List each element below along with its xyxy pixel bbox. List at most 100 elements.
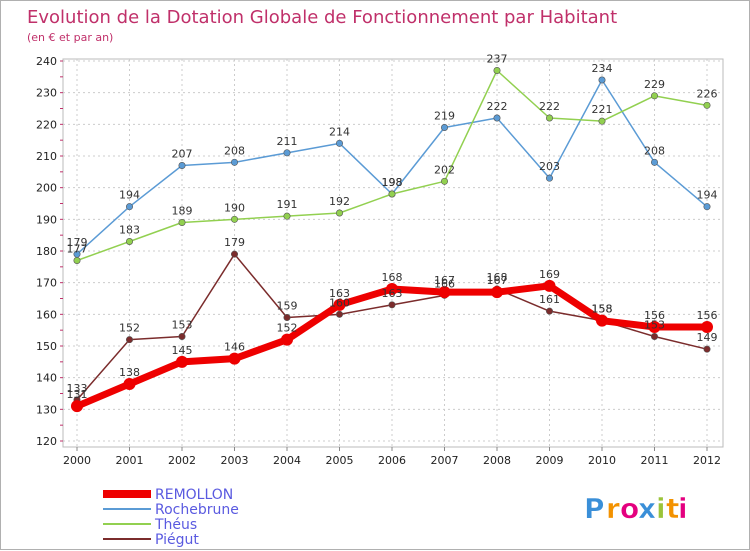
y-tick-label: 240: [36, 55, 57, 68]
label-layer: 179 194 207 208 211 214 198 219 222 203 234 208 194 1…: [67, 53, 718, 402]
data-point-remollon: [648, 321, 661, 333]
data-point-théus: [73, 256, 81, 264]
data-label-piégut: 133: [67, 382, 88, 395]
y-tick-label: 170: [36, 277, 57, 290]
data-label-piégut: 160: [329, 296, 350, 309]
data-label-piégut: 166: [434, 277, 455, 290]
data-point-théus: [545, 114, 553, 122]
series-layer: [71, 67, 713, 413]
data-label-rochebrune: 222: [487, 100, 508, 113]
plot-area: [62, 58, 724, 448]
data-label-théus: 226: [697, 87, 718, 100]
legend-label-théus: Théus: [154, 517, 197, 533]
data-point-théus: [178, 219, 186, 227]
x-tick-label: 2000: [63, 454, 91, 467]
data-label-théus: 183: [119, 224, 140, 237]
brand-letter: i: [678, 492, 688, 525]
x-tick-label: 2001: [116, 454, 144, 467]
data-point-piégut: [231, 250, 239, 258]
legend-label-remollon: REMOLLON: [155, 487, 233, 503]
data-point-théus: [335, 209, 343, 217]
data-point-rochebrune: [545, 174, 553, 182]
x-tick-label: 2009: [536, 454, 564, 467]
data-point-remollon: [491, 286, 503, 299]
x-tick-label: 2010: [588, 454, 616, 467]
data-point-remollon: [386, 283, 398, 295]
data-label-théus: 222: [539, 100, 560, 113]
x-tick-label: 2008: [483, 454, 511, 467]
data-label-théus: 229: [644, 78, 665, 91]
data-point-remollon: [438, 286, 451, 299]
data-point-théus: [440, 177, 448, 185]
data-point-rochebrune: [231, 158, 239, 166]
brand-letter: r: [606, 492, 620, 525]
data-point-rochebrune: [650, 158, 658, 166]
x-tick-label: 2011: [641, 454, 669, 467]
grid-layer: [63, 59, 723, 447]
brand-letter: o: [620, 492, 639, 525]
data-label-remollon: 156: [697, 309, 718, 322]
data-label-remollon: 152: [277, 322, 298, 335]
data-point-rochebrune: [440, 124, 448, 132]
y-tick-label: 160: [36, 308, 57, 321]
data-point-théus: [598, 117, 606, 125]
data-point-théus: [126, 238, 134, 246]
data-point-rochebrune: [493, 114, 501, 122]
data-label-remollon: 138: [119, 366, 140, 379]
data-point-remollon: [176, 355, 188, 368]
data-label-rochebrune: 211: [277, 135, 298, 148]
data-point-théus: [231, 215, 239, 223]
data-label-remollon: 167: [434, 274, 455, 287]
x-tick-label: 2004: [273, 454, 301, 467]
brand-letter: i: [656, 492, 666, 525]
data-point-remollon: [701, 321, 713, 333]
data-label-piégut: 179: [224, 236, 245, 249]
data-label-théus: 189: [172, 205, 193, 218]
y-tick-label: 210: [36, 150, 57, 163]
legend-label-piégut: Piégut: [155, 532, 199, 548]
data-label-théus: 190: [224, 201, 245, 214]
y-tick-label: 190: [36, 213, 57, 226]
data-label-piégut: 161: [539, 293, 560, 306]
data-label-remollon: 145: [172, 344, 193, 357]
y-tick-label: 140: [36, 372, 57, 385]
data-point-remollon: [123, 378, 136, 390]
data-point-remollon: [281, 333, 293, 346]
data-label-remollon: 158: [592, 303, 613, 316]
data-label-piégut: 163: [382, 287, 403, 300]
y-tick-label: 120: [36, 435, 57, 448]
y-tick-label: 220: [36, 118, 57, 131]
data-point-piégut: [335, 310, 343, 318]
data-point-rochebrune: [178, 162, 186, 170]
data-label-rochebrune: 203: [539, 160, 560, 173]
data-label-rochebrune: 234: [592, 62, 613, 75]
chart-title: Evolution de la Dotation Globale de Fonc…: [27, 7, 617, 28]
data-label-rochebrune: 214: [329, 125, 350, 138]
brand-letter: t: [666, 492, 679, 525]
data-label-théus: 237: [487, 53, 508, 66]
data-point-piégut: [703, 345, 711, 353]
x-tick-label: 2002: [168, 454, 196, 467]
data-label-rochebrune: 207: [172, 148, 193, 161]
data-point-remollon: [543, 279, 556, 292]
data-label-théus: 221: [592, 103, 613, 116]
data-label-remollon: 146: [224, 341, 245, 354]
data-label-remollon: 169: [539, 268, 560, 281]
data-point-théus: [703, 101, 711, 109]
y-tick-label: 130: [36, 403, 57, 416]
y-tick-label: 230: [36, 87, 57, 100]
data-point-remollon: [71, 400, 83, 413]
data-point-piégut: [126, 336, 134, 344]
data-label-rochebrune: 194: [119, 189, 140, 202]
data-label-remollon: 131: [67, 388, 88, 401]
data-label-piégut: 153: [172, 319, 193, 332]
data-label-piégut: 159: [277, 300, 298, 313]
data-label-piégut: 152: [119, 322, 140, 335]
data-point-remollon: [228, 352, 241, 365]
data-point-piégut: [178, 332, 186, 340]
data-point-piégut: [388, 301, 396, 309]
brand-letter: x: [638, 492, 656, 525]
